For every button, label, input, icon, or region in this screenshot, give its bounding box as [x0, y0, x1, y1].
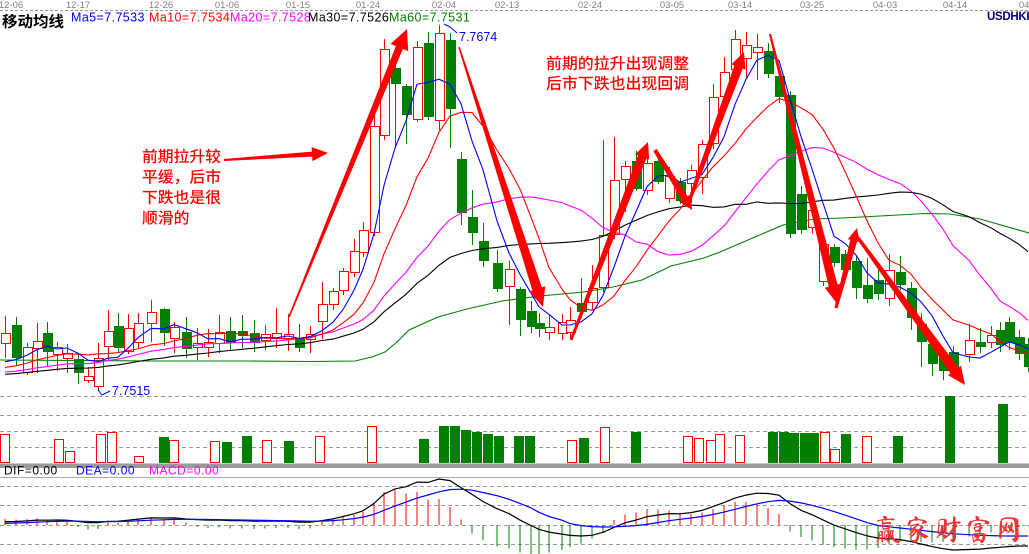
svg-text:DEA=0.00: DEA=0.00	[76, 464, 135, 478]
svg-text:02-13: 02-13	[495, 0, 519, 11]
svg-text:04-14: 04-14	[943, 0, 967, 11]
svg-text:04-03: 04-03	[873, 0, 897, 11]
svg-text:7.7674: 7.7674	[459, 30, 497, 44]
svg-text:03-14: 03-14	[728, 0, 752, 11]
svg-text:12-17: 12-17	[66, 0, 90, 11]
svg-text:01-24: 01-24	[356, 0, 380, 11]
svg-text:DIF=0.00: DIF=0.00	[4, 464, 58, 478]
svg-text:Ma10=7.7534: Ma10=7.7534	[149, 11, 230, 25]
svg-text:Ma5=7.7533: Ma5=7.7533	[71, 11, 145, 25]
svg-text:02-24: 02-24	[578, 0, 602, 11]
svg-text:03-25: 03-25	[800, 0, 824, 11]
svg-text:MACD=0.00: MACD=0.00	[149, 464, 219, 478]
svg-text:03-05: 03-05	[660, 0, 684, 11]
svg-text:12-06: 12-06	[0, 0, 23, 11]
svg-text:02-04: 02-04	[432, 0, 456, 11]
svg-text:04-24: 04-24	[1019, 0, 1029, 11]
svg-text:USDHKI: USDHKI	[987, 11, 1029, 23]
svg-text:01-15: 01-15	[286, 0, 310, 11]
svg-text:12-26: 12-26	[149, 0, 173, 11]
svg-text:Ma30=7.7526: Ma30=7.7526	[308, 11, 389, 25]
svg-text:Ma20=7.7528: Ma20=7.7528	[230, 11, 311, 25]
svg-text:7.7515: 7.7515	[112, 384, 150, 398]
svg-text:Ma60=7.7531: Ma60=7.7531	[389, 11, 470, 25]
svg-text:01-06: 01-06	[215, 0, 239, 11]
